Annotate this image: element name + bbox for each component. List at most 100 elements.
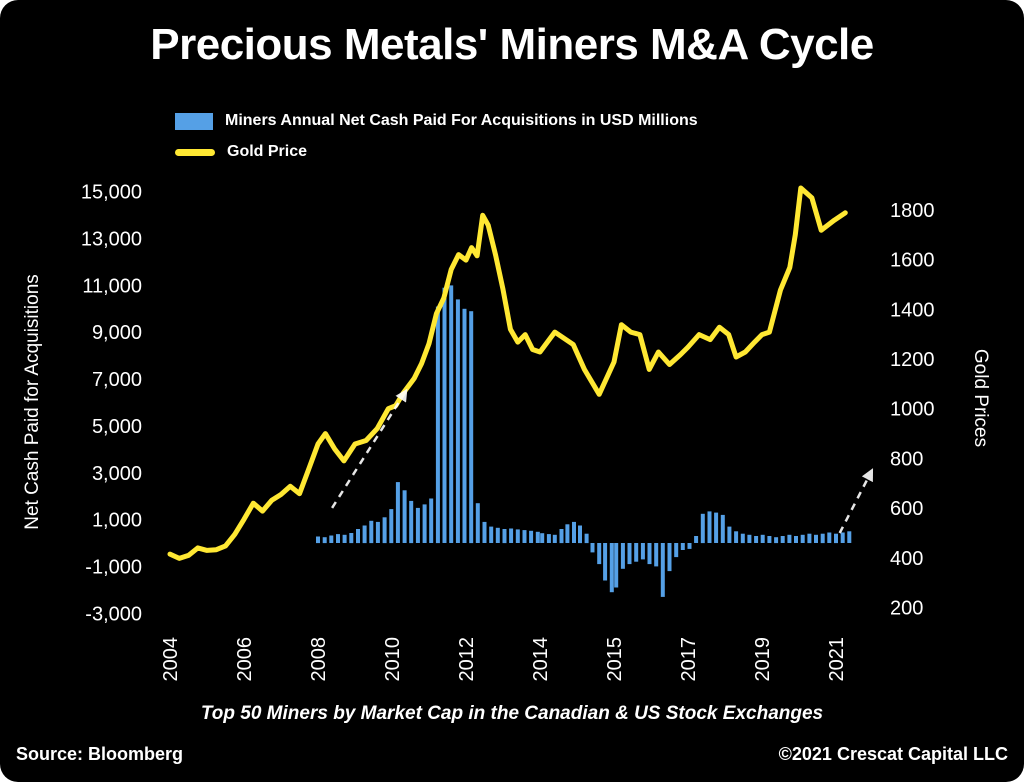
acquisition-bar xyxy=(475,503,480,543)
x-axis-tick-label: 2015 xyxy=(604,637,626,682)
acquisition-bar xyxy=(442,287,447,543)
legend-row-gold: Gold Price xyxy=(175,143,698,161)
acquisition-bar xyxy=(546,534,551,543)
x-axis-tick-label: 2014 xyxy=(530,637,552,682)
trend-arrow xyxy=(331,388,408,509)
acquisition-bar xyxy=(814,534,818,543)
acquisition-bar xyxy=(780,536,785,543)
acquisition-bar xyxy=(522,530,527,543)
acquisition-bar xyxy=(674,543,679,558)
acquisition-bar xyxy=(382,517,387,544)
legend-label-acquisitions: Miners Annual Net Cash Paid For Acquisit… xyxy=(225,112,698,129)
legend-row-acquisitions: Miners Annual Net Cash Paid For Acquisit… xyxy=(175,112,698,130)
acquisition-bar xyxy=(603,543,608,581)
acquisition-bar xyxy=(700,513,705,544)
right-axis-tick-label: 200 xyxy=(890,598,923,620)
acquisition-bar xyxy=(800,534,805,543)
legend: Miners Annual Net Cash Paid For Acquisit… xyxy=(175,112,698,174)
acquisition-bar xyxy=(774,537,779,544)
acquisition-bar xyxy=(322,537,327,544)
chart-title: Precious Metals' Miners M&A Cycle xyxy=(150,20,874,69)
left-axis-tick-label: 5,000 xyxy=(92,416,142,438)
acquisition-bar xyxy=(584,533,589,544)
legend-label-gold: Gold Price xyxy=(227,143,308,160)
acquisition-bar xyxy=(590,543,595,553)
line-series-swatch-icon xyxy=(175,148,215,156)
x-axis-tick-label: 2008 xyxy=(308,637,330,682)
acquisition-bar xyxy=(369,520,374,544)
acquisition-bar xyxy=(754,536,759,543)
right-axis-tick-label: 400 xyxy=(890,548,923,570)
acquisition-bar xyxy=(362,525,367,544)
acquisition-bar xyxy=(462,308,467,543)
acquisition-bar xyxy=(834,533,838,544)
left-axis-tick-label: 3,000 xyxy=(92,463,142,485)
acquisition-bar xyxy=(449,285,454,543)
x-axis-tick-label: 2010 xyxy=(382,637,404,682)
acquisition-bar xyxy=(740,533,745,544)
acquisition-bar xyxy=(529,530,534,543)
acquisition-bar xyxy=(329,535,334,543)
acquisition-bar xyxy=(535,531,540,543)
acquisition-bar xyxy=(565,524,570,543)
left-axis-title: Net Cash Paid for Acquisitions xyxy=(22,274,43,530)
acquisition-bar xyxy=(389,509,394,544)
acquisition-bar xyxy=(422,504,427,543)
acquisition-bar xyxy=(515,529,520,543)
copyright-credit: ©2021 Crescat Capital LLC xyxy=(778,744,1008,764)
acquisition-bar xyxy=(654,543,659,567)
acquisition-bar xyxy=(349,533,354,544)
bars-series xyxy=(316,285,852,597)
acquisition-bar xyxy=(572,521,576,543)
right-axis-title: Gold Prices xyxy=(970,349,991,447)
acquisition-bar xyxy=(356,529,360,544)
acquisition-bar xyxy=(807,533,812,544)
acquisition-bar xyxy=(787,534,792,543)
acquisition-bar xyxy=(469,311,474,544)
x-axis-tick-label: 2006 xyxy=(234,637,256,682)
acquisition-bar xyxy=(707,511,712,543)
x-axis-tick-label: 2012 xyxy=(456,637,478,682)
acquisition-bar xyxy=(667,543,672,572)
acquisition-bar xyxy=(336,534,340,543)
acquisition-bar xyxy=(620,543,625,569)
right-axis-tick-label: 1400 xyxy=(890,299,935,321)
right-axis-tick-label: 1800 xyxy=(890,200,935,222)
acquisition-bar xyxy=(794,536,798,543)
acquisition-bar xyxy=(660,543,665,597)
left-axis-tick-label: 1,000 xyxy=(92,510,142,532)
gold-line-series xyxy=(167,185,848,561)
acquisition-bar xyxy=(540,533,545,543)
left-axis-tick-label: -3,000 xyxy=(85,603,142,625)
right-axis-tick-label: 1200 xyxy=(890,349,935,371)
acquisition-bar xyxy=(375,521,380,543)
acquisition-bar xyxy=(342,534,347,543)
acquisition-bar xyxy=(578,525,582,544)
left-axis-tick-label: -1,000 xyxy=(85,556,142,578)
acquisition-bar xyxy=(694,536,699,543)
chart-subtitle: Top 50 Miners by Market Cap in the Canad… xyxy=(200,703,824,724)
right-axis-tick-label: 1000 xyxy=(890,399,935,421)
acquisition-bar xyxy=(559,529,564,544)
acquisition-bar xyxy=(495,527,500,543)
acquisition-bar xyxy=(680,543,685,550)
acquisition-bar xyxy=(402,490,407,543)
acquisition-bar xyxy=(609,543,614,593)
acquisition-bar xyxy=(482,521,487,543)
acquisition-bar xyxy=(714,512,719,543)
left-axis-tick-label: 13,000 xyxy=(81,229,142,251)
acquisition-bar xyxy=(647,543,652,565)
annotations xyxy=(331,388,874,534)
left-axis-tick-label: 9,000 xyxy=(92,322,142,344)
left-axis-tick-label: 11,000 xyxy=(82,275,142,297)
x-axis-tick-label: 2017 xyxy=(678,637,700,682)
acquisition-bar xyxy=(827,532,832,543)
left-axis-tick-label: 15,000 xyxy=(81,182,142,204)
acquisition-bar xyxy=(720,514,725,543)
source-credit: Source: Bloomberg xyxy=(16,744,184,764)
acquisition-bar xyxy=(727,526,732,543)
acquisition-bar xyxy=(409,500,414,544)
acquisition-bar xyxy=(840,532,845,543)
acquisition-bar xyxy=(502,529,507,544)
